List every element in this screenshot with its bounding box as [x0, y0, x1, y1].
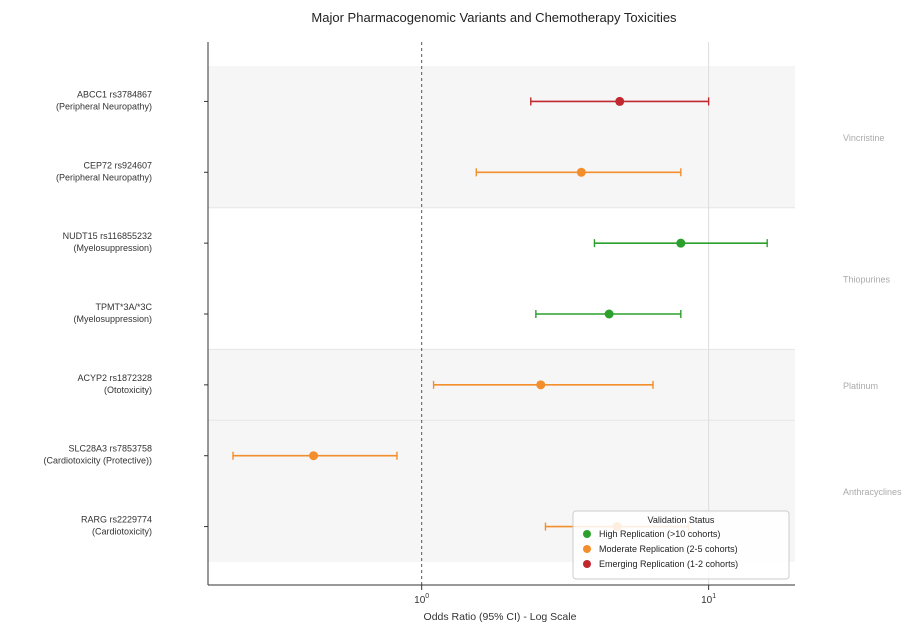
y-label-line1-6: RARG rs2229774 [81, 515, 152, 525]
legend-marker-emerging [583, 560, 591, 568]
y-label-line1-2: NUDT15 rs116855232 [63, 231, 152, 241]
point-estimate-2 [676, 238, 686, 248]
point-estimate-3 [604, 309, 614, 319]
y-label-line2-6: (Cardiotoxicity) [92, 527, 152, 537]
y-label-line2-3: (Myelosuppression) [73, 314, 152, 324]
point-estimate-5 [309, 451, 319, 461]
x-tick-label-1: 101 [701, 593, 716, 606]
y-label-line2-4: (Ototoxicity) [104, 385, 152, 395]
x-tick-label-0: 100 [414, 593, 429, 606]
y-label-line2-5: (Cardiotoxicity (Protective)) [43, 456, 152, 466]
x-axis-label: Odds Ratio (95% CI) - Log Scale [424, 611, 577, 623]
point-estimate-4 [536, 380, 546, 390]
y-label-line1-3: TPMT*3A/*3C [95, 302, 152, 312]
chart-title: Major Pharmacogenomic Variants and Chemo… [311, 10, 677, 25]
legend: Validation Status High Replication (>10 c… [572, 510, 790, 580]
group-label-0: Vincristine [843, 133, 884, 143]
group-label-2: Platinum [843, 381, 878, 391]
legend-label-moderate: Moderate Replication (2-5 cohorts) [599, 544, 738, 554]
point-estimate-0 [615, 96, 625, 106]
y-label-line1-5: SLC28A3 rs7853758 [68, 444, 152, 454]
legend-marker-moderate [583, 545, 591, 553]
legend-box [572, 510, 790, 580]
y-label-line2-0: (Peripheral Neuropathy) [56, 101, 152, 111]
group-label-1: Thiopurines [843, 275, 891, 285]
y-label-line1-1: CEP72 rs924607 [83, 160, 152, 170]
legend-label-emerging: Emerging Replication (1-2 cohorts) [599, 559, 738, 569]
y-label-line1-0: ABCC1 rs3784867 [77, 89, 152, 99]
group-label-3: Anthracyclines [843, 487, 902, 497]
y-label-line2-2: (Myelosuppression) [73, 243, 152, 253]
legend-label-high: High Replication (>10 cohorts) [599, 529, 720, 539]
legend-title: Validation Status [648, 515, 715, 525]
y-label-line1-4: ACYP2 rs1872328 [77, 373, 152, 383]
legend-marker-high [583, 530, 591, 538]
group-band-0 [208, 66, 795, 208]
y-label-line2-1: (Peripheral Neuropathy) [56, 172, 152, 182]
point-estimate-1 [576, 167, 586, 177]
